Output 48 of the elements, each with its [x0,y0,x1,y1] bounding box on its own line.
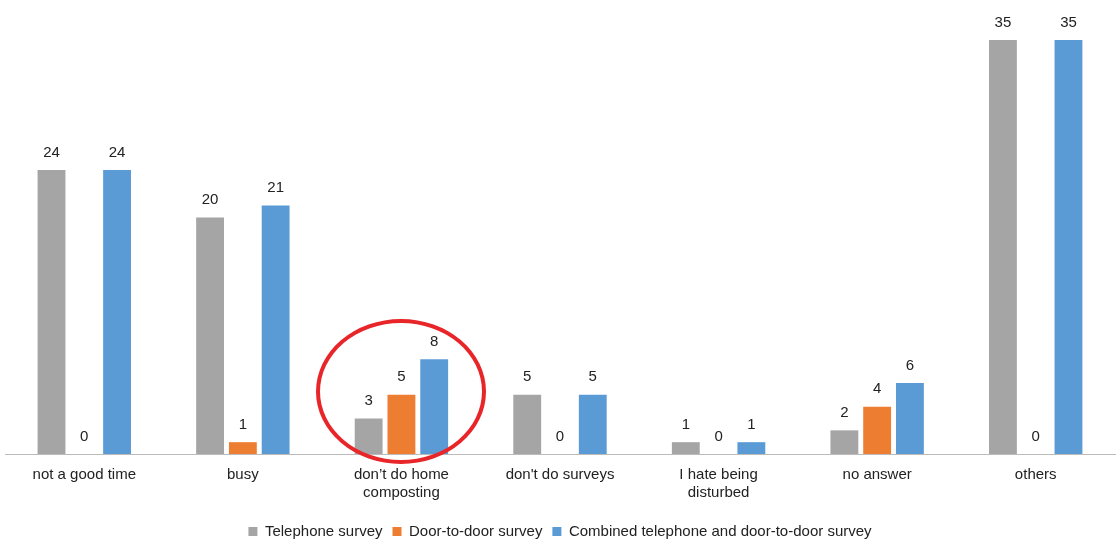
bar [103,170,131,454]
data-label: 21 [267,178,284,196]
bar [863,406,892,454]
bar [895,383,924,454]
data-label: 24 [108,142,126,160]
data-label: 8 [430,332,439,350]
bar [737,442,766,454]
bar [228,442,257,454]
data-label: 6 [905,355,915,373]
data-label: 3 [364,391,373,409]
data-label: 35 [1060,12,1077,30]
legend-label: Door-to-door survey [409,521,543,539]
x-tick-label: don’t do home composting [353,465,449,501]
data-label: 1 [238,414,248,432]
data-label: 24 [43,142,60,160]
data-label: 35 [994,12,1012,30]
data-label: 5 [523,367,532,385]
x-tick-label: busy [227,465,260,483]
data-label: 1 [747,414,756,432]
bar [830,430,859,454]
data-label: 0 [555,426,565,444]
data-label: 5 [588,367,597,385]
data-label: 4 [872,379,882,397]
legend-label: Telephone survey [264,521,383,539]
data-label: 0 [1031,426,1040,444]
data-label: 0 [80,426,89,444]
legend-label: Combined telephone and door-to-door survey [568,521,873,539]
data-label: 1 [681,414,690,432]
bar [354,418,383,454]
x-tick-label: others [1014,465,1057,483]
x-tick-label: I hate being disturbed [679,465,758,501]
x-tick-label: not a good time [32,465,136,483]
bar [578,394,607,454]
bar [261,205,290,454]
bar [37,170,66,454]
bar [196,217,225,454]
bar [387,394,416,454]
bar [1054,40,1083,454]
data-label: 20 [201,190,219,208]
bar [989,40,1017,454]
data-label: 5 [397,367,406,385]
x-tick-label: don't do surveys [505,465,615,483]
data-label: 2 [840,402,849,420]
bar [671,442,700,454]
data-label: 0 [714,426,723,444]
bar [513,394,542,454]
x-tick-label: no answer [842,465,912,483]
bar [420,359,449,454]
